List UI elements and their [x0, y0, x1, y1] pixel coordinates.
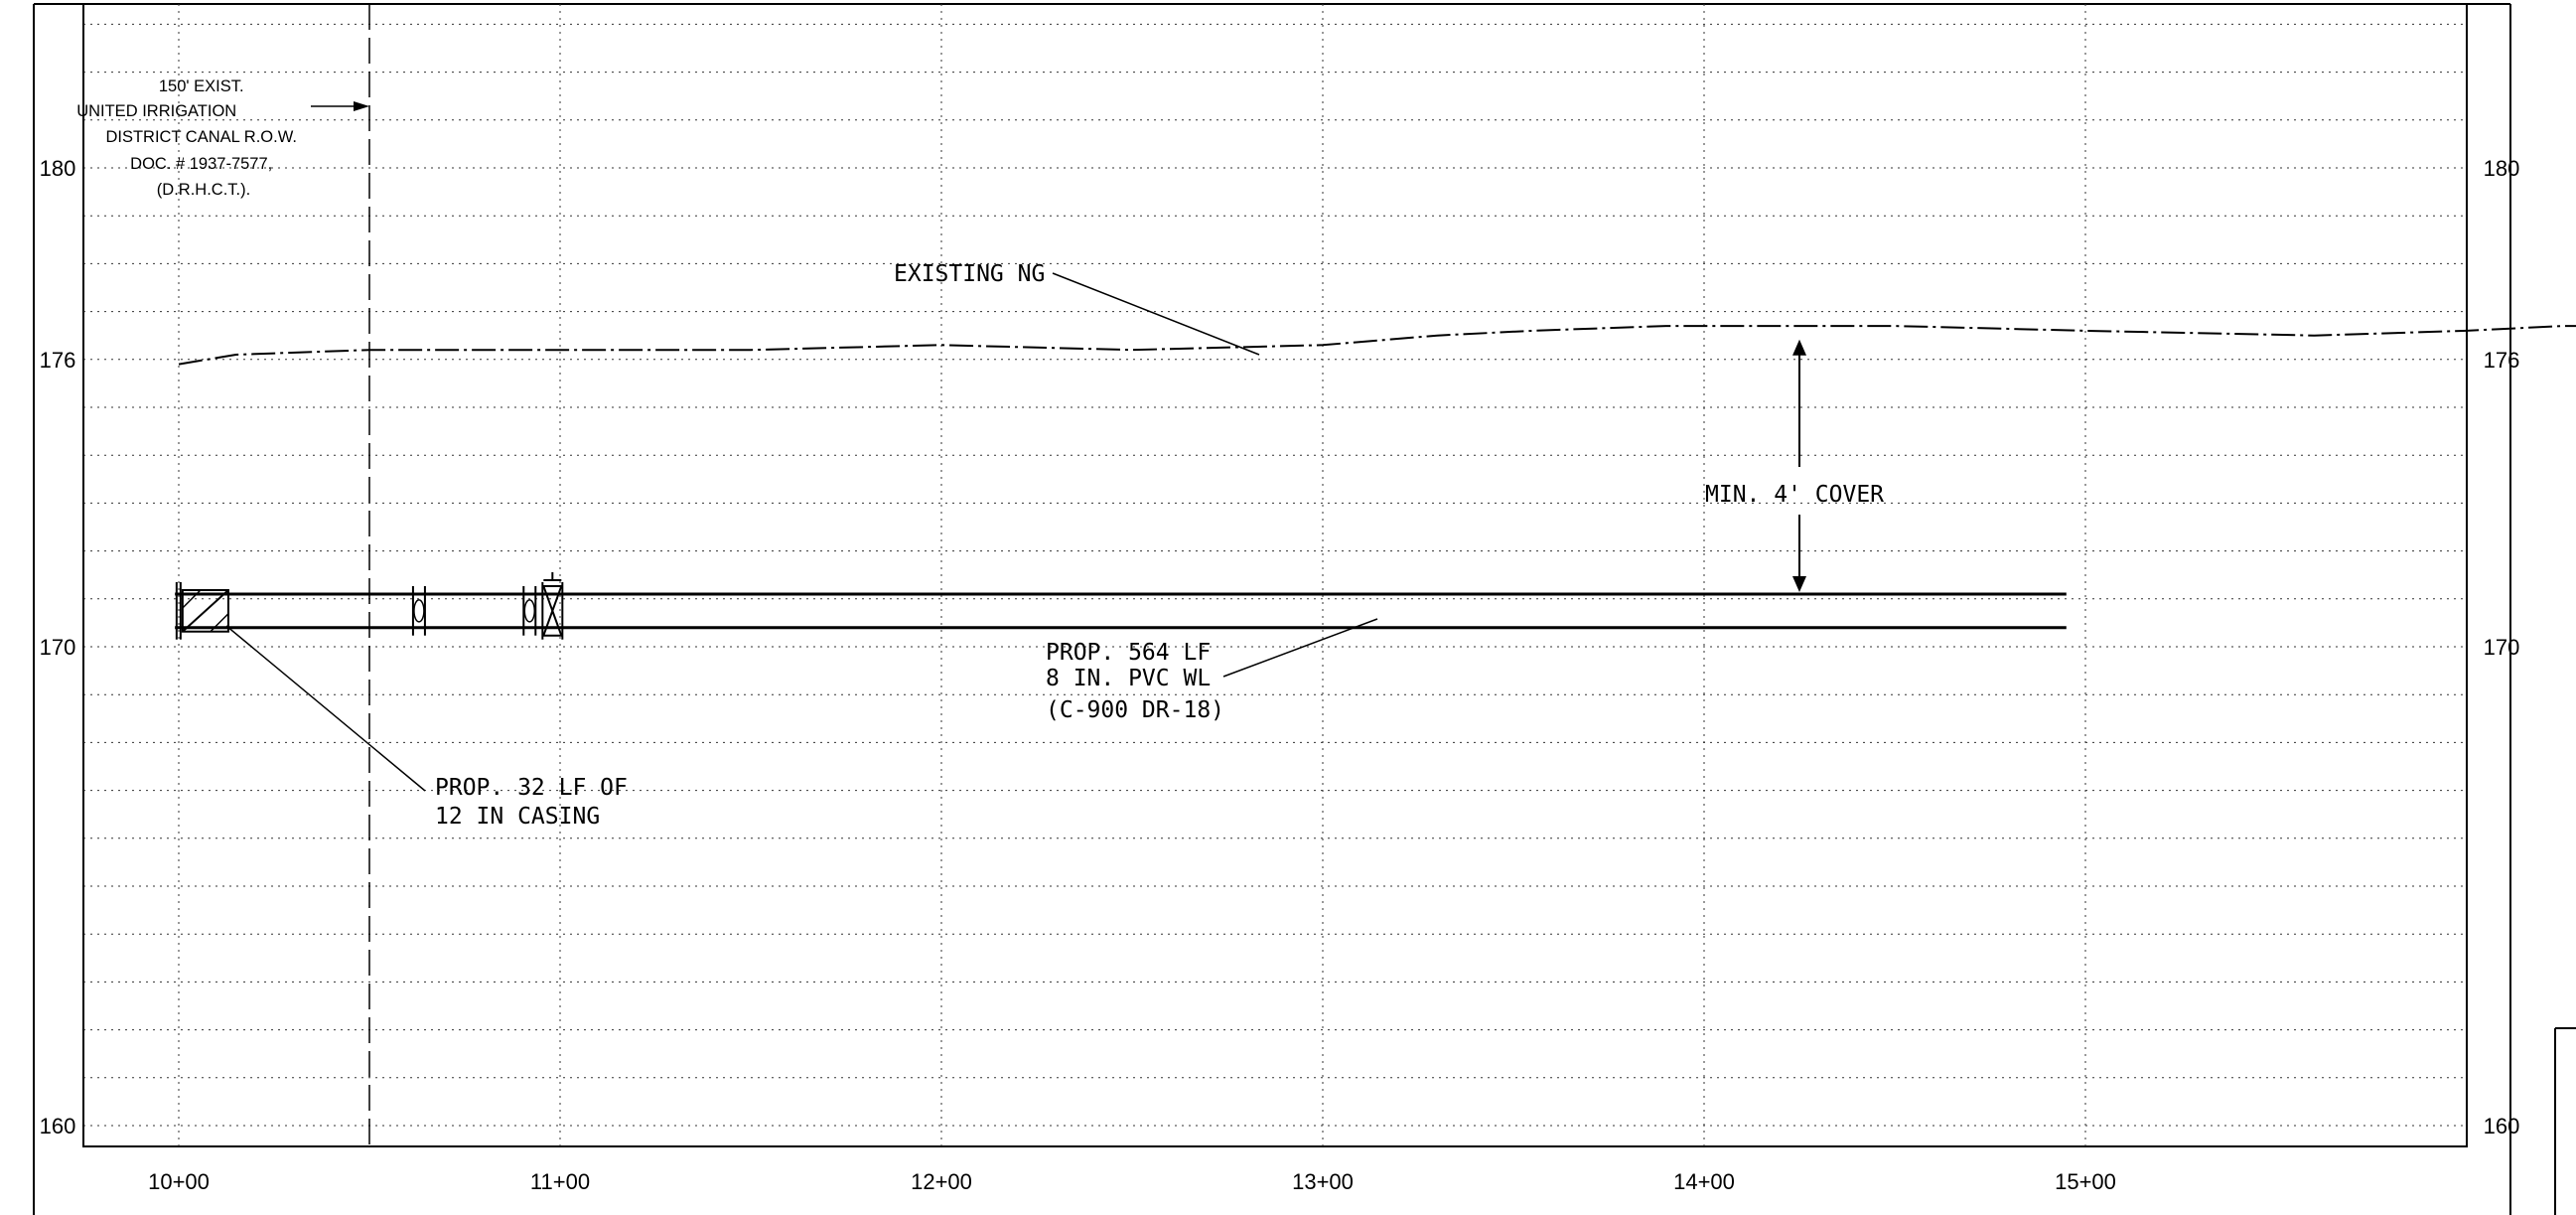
plot-frame — [82, 3, 2468, 1147]
row-note-arrowhead — [354, 101, 369, 111]
leader-existing-ng — [1052, 272, 1260, 356]
station-label: 11+00 — [530, 1169, 590, 1194]
station-label: 10+00 — [148, 1169, 210, 1194]
cover-dim-arrow-up — [1792, 339, 1806, 356]
station-label: 14+00 — [1673, 1169, 1735, 1194]
station-label: 13+00 — [1292, 1169, 1354, 1194]
prop-pipe-label: PROP. 564 LF 8 IN. PVC WL (C-900 DR-18) — [1046, 640, 1224, 723]
min-cover-dimension — [1792, 339, 1806, 592]
pipe-fittings — [411, 571, 564, 640]
fitting-coupling — [413, 599, 425, 623]
elevation-label: 180 — [2484, 156, 2520, 181]
grid — [83, 4, 2467, 1146]
fitting-coupling — [523, 599, 536, 623]
elevation-labels-right: 180 176 170 160 — [2484, 156, 2520, 1139]
casing-hatch — [210, 613, 229, 633]
leader-lines — [225, 101, 1378, 792]
gate-valve — [541, 607, 563, 637]
casing-hatch — [182, 589, 202, 609]
elevation-label: 170 — [2484, 635, 2520, 660]
prop-casing-label: PROP. 32 LF OF 12 IN CASING — [435, 775, 642, 830]
existing-ng-label: EXISTING NG — [894, 261, 1045, 287]
station-labels: 10+00 11+00 12+00 13+00 14+00 15+00 — [148, 1169, 2116, 1194]
existing-ground-profile — [178, 325, 2576, 366]
elevation-label: 160 — [40, 1114, 76, 1139]
elevation-labels-left: 180 176 170 160 — [40, 156, 76, 1139]
station-label: 15+00 — [2055, 1169, 2116, 1194]
elevation-label: 180 — [40, 156, 76, 181]
elevation-label: 160 — [2484, 1114, 2520, 1139]
casing-box — [181, 588, 229, 633]
elevation-label: 176 — [2484, 348, 2520, 373]
min-cover-label: MIN. 4' COVER — [1705, 482, 1884, 508]
row-note: 150' EXIST. UNITED IRRIGATION DISTRICT C… — [76, 77, 301, 199]
elevation-label: 176 — [40, 348, 76, 373]
leader-prop-pipe — [1222, 618, 1378, 678]
leader-prop-casing — [225, 625, 426, 792]
casing-hatch — [182, 589, 229, 633]
proposed-casing — [175, 581, 229, 640]
station-label: 12+00 — [911, 1169, 972, 1194]
cover-dim-arrow-down — [1792, 575, 1806, 592]
elevation-label: 170 — [40, 635, 76, 660]
gate-valve — [541, 584, 563, 614]
